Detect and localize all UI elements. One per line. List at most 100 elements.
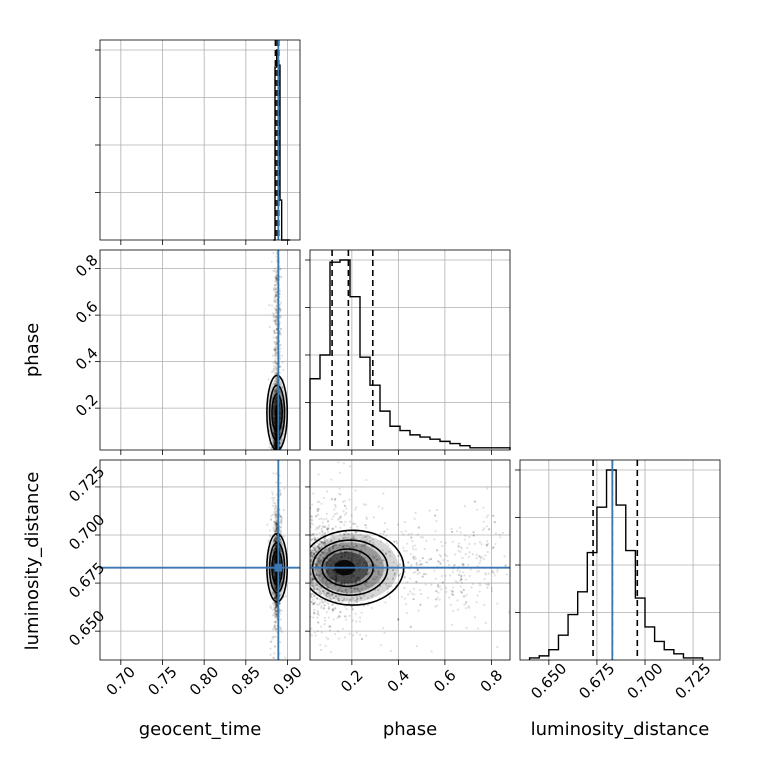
- sample-point: [536, 571, 538, 573]
- sample-point: [389, 596, 391, 598]
- sample-point: [452, 541, 454, 543]
- sample-point: [468, 543, 470, 545]
- sample-point: [454, 553, 456, 555]
- sample-point: [534, 573, 536, 575]
- sample-point: [272, 493, 274, 495]
- sample-point: [448, 564, 450, 566]
- sample-point: [275, 362, 277, 364]
- sample-point: [275, 322, 277, 324]
- sample-point: [271, 304, 273, 306]
- sample-point: [312, 493, 314, 495]
- sample-point: [272, 505, 274, 507]
- sample-point: [285, 595, 287, 597]
- sample-point: [322, 602, 324, 604]
- sample-point: [422, 536, 424, 538]
- sample-point: [274, 358, 276, 360]
- sample-point: [272, 355, 274, 357]
- sample-point: [356, 526, 358, 528]
- sample-point: [275, 316, 277, 318]
- sample-point: [320, 660, 322, 662]
- sample-point: [390, 650, 392, 652]
- sample-point: [460, 585, 462, 587]
- sample-point: [280, 302, 282, 304]
- sample-point: [468, 556, 470, 558]
- sample-point: [365, 635, 367, 637]
- sample-point: [310, 519, 312, 521]
- sample-point: [444, 542, 446, 544]
- joint-samples: [266, 211, 287, 451]
- sample-point: [274, 513, 276, 515]
- sample-point: [317, 453, 319, 455]
- sample-point: [274, 360, 276, 362]
- sample-point: [269, 654, 271, 656]
- sample-point: [405, 550, 407, 552]
- sample-point: [452, 586, 454, 588]
- sample-point: [353, 602, 355, 604]
- sample-point: [311, 634, 313, 636]
- sample-point: [327, 531, 329, 533]
- sample-point: [279, 641, 281, 643]
- sample-point: [457, 550, 459, 552]
- sample-point: [274, 505, 276, 507]
- sample-point: [316, 604, 318, 606]
- sample-point: [486, 488, 488, 490]
- sample-point: [275, 481, 277, 483]
- sample-point: [336, 617, 338, 619]
- sample-point: [485, 583, 487, 585]
- sample-point: [439, 586, 441, 588]
- sample-point: [284, 656, 286, 658]
- sample-point: [275, 472, 277, 474]
- sample-point: [445, 591, 447, 593]
- sample-point: [339, 527, 341, 529]
- y-tick-label: 0.725: [65, 463, 108, 506]
- sample-point: [274, 521, 276, 523]
- sample-point: [555, 570, 557, 572]
- sample-point: [425, 583, 427, 585]
- sample-point: [280, 493, 282, 495]
- sample-point: [544, 585, 546, 587]
- sample-point: [484, 578, 486, 580]
- sample-point: [272, 252, 274, 254]
- sample-point: [279, 630, 281, 632]
- x-tick-label: 0.75: [144, 663, 180, 699]
- sample-point: [270, 640, 272, 642]
- sample-point: [479, 541, 481, 543]
- sample-point: [378, 505, 380, 507]
- sample-point: [484, 572, 486, 574]
- histogram-frame: [310, 250, 510, 450]
- sample-point: [430, 584, 432, 586]
- sample-point: [397, 524, 399, 526]
- sample-point: [323, 518, 325, 520]
- sample-point: [273, 502, 275, 504]
- sample-point: [474, 616, 476, 618]
- sample-point: [282, 369, 284, 371]
- sample-point: [428, 509, 430, 511]
- sample-point: [272, 370, 274, 372]
- sample-point: [311, 504, 313, 506]
- sample-point: [316, 533, 318, 535]
- sample-point: [283, 488, 285, 490]
- sample-point: [496, 646, 498, 648]
- sample-point: [450, 528, 452, 530]
- sample-point: [319, 532, 321, 534]
- sample-point: [335, 526, 337, 528]
- sample-point: [399, 563, 401, 565]
- sample-point: [409, 577, 411, 579]
- sample-point: [386, 543, 388, 545]
- sample-point: [496, 568, 498, 570]
- sample-point: [433, 570, 435, 572]
- sample-point: [275, 636, 277, 638]
- sample-point: [271, 637, 273, 639]
- sample-point: [551, 570, 553, 572]
- sample-point: [403, 550, 405, 552]
- sample-point: [281, 631, 283, 633]
- sample-point: [339, 472, 341, 474]
- sample-point: [313, 609, 315, 611]
- sample-point: [334, 504, 336, 506]
- sample-point: [328, 524, 330, 526]
- sample-point: [354, 523, 356, 525]
- sample-point: [414, 544, 416, 546]
- sample-point: [464, 539, 466, 541]
- sample-point: [349, 465, 351, 467]
